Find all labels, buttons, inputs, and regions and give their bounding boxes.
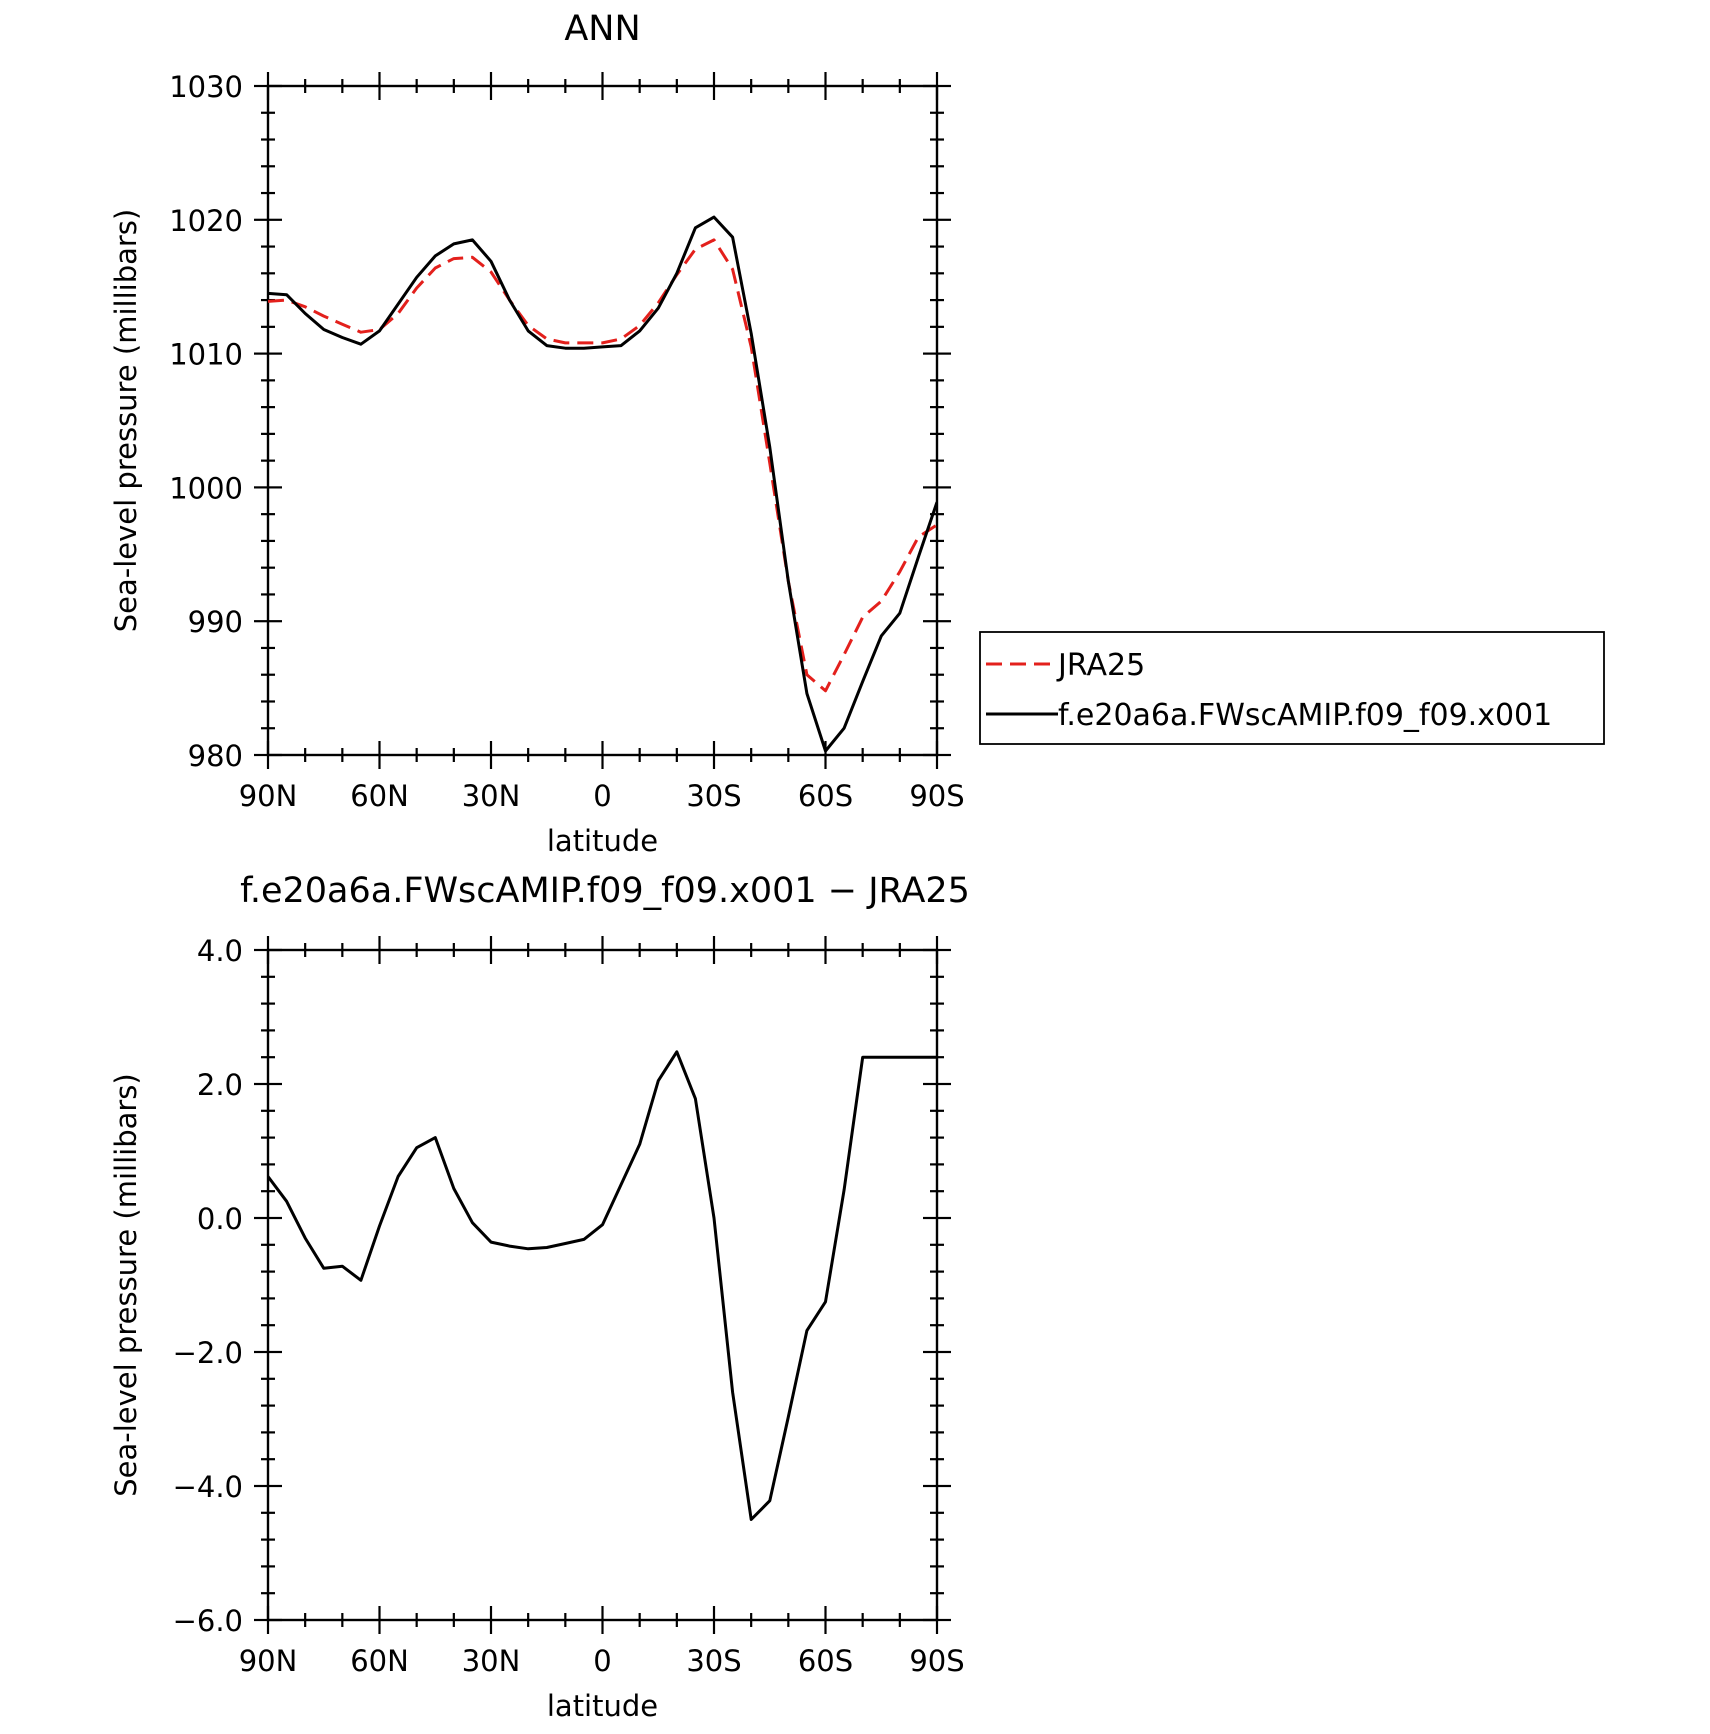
y-axis-label: Sea-level pressure (millibars) [109, 209, 143, 632]
plot-panel-1: 90N 60N 30N 0 30S 60S 90S 980 990 1000 1010 1020 103… [109, 9, 1605, 858]
y-tick-label: −6.0 [173, 1604, 243, 1638]
y-tick-label: −2.0 [173, 1336, 243, 1370]
y-tick-label: 1010 [169, 338, 243, 372]
x-tick-label: 0 [593, 779, 611, 813]
plot-title: ANN [564, 9, 640, 49]
x-tick-label: 60S [798, 1644, 853, 1678]
plot-title: f.e20a6a.FWscAMIP.f09_f09.x001 − JRA25 [240, 871, 970, 911]
y-tick-label: 990 [188, 605, 243, 639]
y-tick-label: 1030 [169, 70, 243, 104]
plot-frame [266, 948, 939, 1622]
plot-frame [266, 84, 939, 757]
x-tick-label: 60N [350, 779, 409, 813]
legend-label-1: JRA25 [1056, 648, 1145, 683]
x-axis-label: latitude [547, 1689, 658, 1723]
series-group [268, 1050, 937, 1521]
series-line-1 [268, 238, 937, 693]
x-tick-label: 90N [239, 1644, 298, 1678]
series-line-2 [268, 215, 937, 753]
legend: JRA25 f.e20a6a.FWscAMIP.f09_f09.x001 [979, 631, 1605, 745]
x-tick-label: 0 [593, 1644, 611, 1678]
y-tick-label: 980 [188, 739, 243, 773]
y-tick-label: −4.0 [173, 1470, 243, 1504]
y-tick-label: 1000 [169, 471, 243, 505]
series-line-1 [268, 1050, 937, 1521]
x-tick-label: 90N [239, 779, 298, 813]
x-tick-label: 90S [909, 1644, 964, 1678]
x-tick-label: 30S [686, 1644, 741, 1678]
y-tick-label: 1020 [169, 204, 243, 238]
x-tick-label: 90S [909, 779, 964, 813]
y-tick-label: 0.0 [197, 1202, 243, 1236]
legend-label-2: f.e20a6a.FWscAMIP.f09_f09.x001 [1058, 698, 1552, 733]
y-tick-label: 2.0 [197, 1068, 243, 1102]
x-tick-label: 30N [462, 779, 521, 813]
legend-box [979, 631, 1605, 745]
y-tick-label: 4.0 [197, 934, 243, 968]
x-tick-label: 30N [462, 1644, 521, 1678]
x-tick-label: 30S [686, 779, 741, 813]
x-tick-label: 60N [350, 1644, 409, 1678]
x-tick-label: 60S [798, 779, 853, 813]
y-axis-label: Sea-level pressure (millibars) [109, 1073, 143, 1496]
x-axis-label: latitude [547, 824, 658, 858]
plot-panel-2: 90N 60N 30N 0 30S 60S 90S −6.0 −4.0 −2.0 0.0 2.0 4.0… [109, 871, 970, 1723]
series-group [268, 215, 937, 753]
